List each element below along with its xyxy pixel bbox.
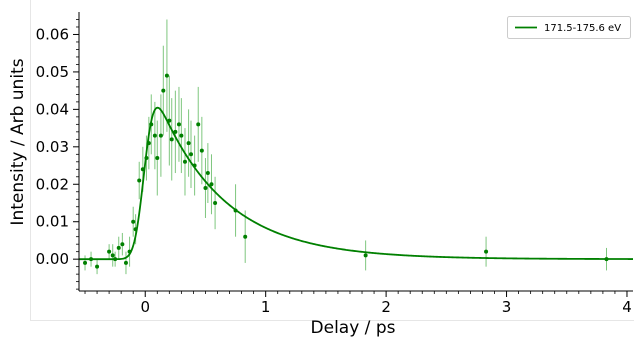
y-tick-label: 0.06 xyxy=(36,25,69,43)
data-point xyxy=(209,182,214,187)
x-tick-label: 2 xyxy=(381,298,391,316)
data-point xyxy=(205,171,210,176)
data-point xyxy=(196,122,201,127)
data-point xyxy=(199,148,204,153)
y-tick-label: 0.00 xyxy=(36,250,69,268)
data-point xyxy=(110,253,115,258)
x-axis-label: Delay / ps xyxy=(311,318,396,338)
data-point xyxy=(120,242,125,247)
data-point xyxy=(161,88,166,93)
data-point xyxy=(155,156,160,161)
fit-curve xyxy=(79,106,634,261)
data-point xyxy=(173,129,178,134)
data-point xyxy=(363,253,368,258)
data-point xyxy=(158,133,163,138)
y-tick-label: 0.04 xyxy=(36,100,69,118)
data-point xyxy=(95,264,100,269)
x-tick-label: 3 xyxy=(502,298,512,316)
legend: 171.5-175.6 eV xyxy=(507,16,631,39)
y-tick-label: 0.03 xyxy=(36,138,69,156)
data-point xyxy=(484,249,489,254)
legend-box xyxy=(507,16,631,39)
data-point xyxy=(131,219,136,224)
data-point xyxy=(179,133,184,138)
y-tick-label: 0.02 xyxy=(36,175,69,193)
data-point xyxy=(213,200,218,205)
legend-label: 171.5-175.6 eV xyxy=(544,23,621,34)
data-point xyxy=(152,133,157,138)
data-point xyxy=(107,249,112,254)
plot-area xyxy=(79,19,634,275)
data-point xyxy=(164,73,169,78)
x-tick-label: 0 xyxy=(140,298,150,316)
data-point xyxy=(83,260,88,265)
axes: 0.00 0.01 0.02 0.03 0.04 0.05 0.06 0 1 2 3 4 xyxy=(36,12,633,316)
data-point xyxy=(176,122,181,127)
data-point xyxy=(243,234,248,239)
y-axis-label: Intensity / Arb units xyxy=(8,58,28,225)
data-point xyxy=(123,260,128,265)
data-point xyxy=(137,178,142,183)
y-tick-label: 0.01 xyxy=(36,213,69,231)
data-point xyxy=(169,137,174,142)
data-point xyxy=(182,159,187,164)
y-tick-label: 0.05 xyxy=(36,63,69,81)
x-tick-label: 1 xyxy=(261,298,271,316)
x-tick-label: 4 xyxy=(622,298,632,316)
data-point xyxy=(203,186,208,191)
data-point xyxy=(189,152,194,157)
data-point xyxy=(186,141,191,146)
data-point xyxy=(116,245,121,250)
